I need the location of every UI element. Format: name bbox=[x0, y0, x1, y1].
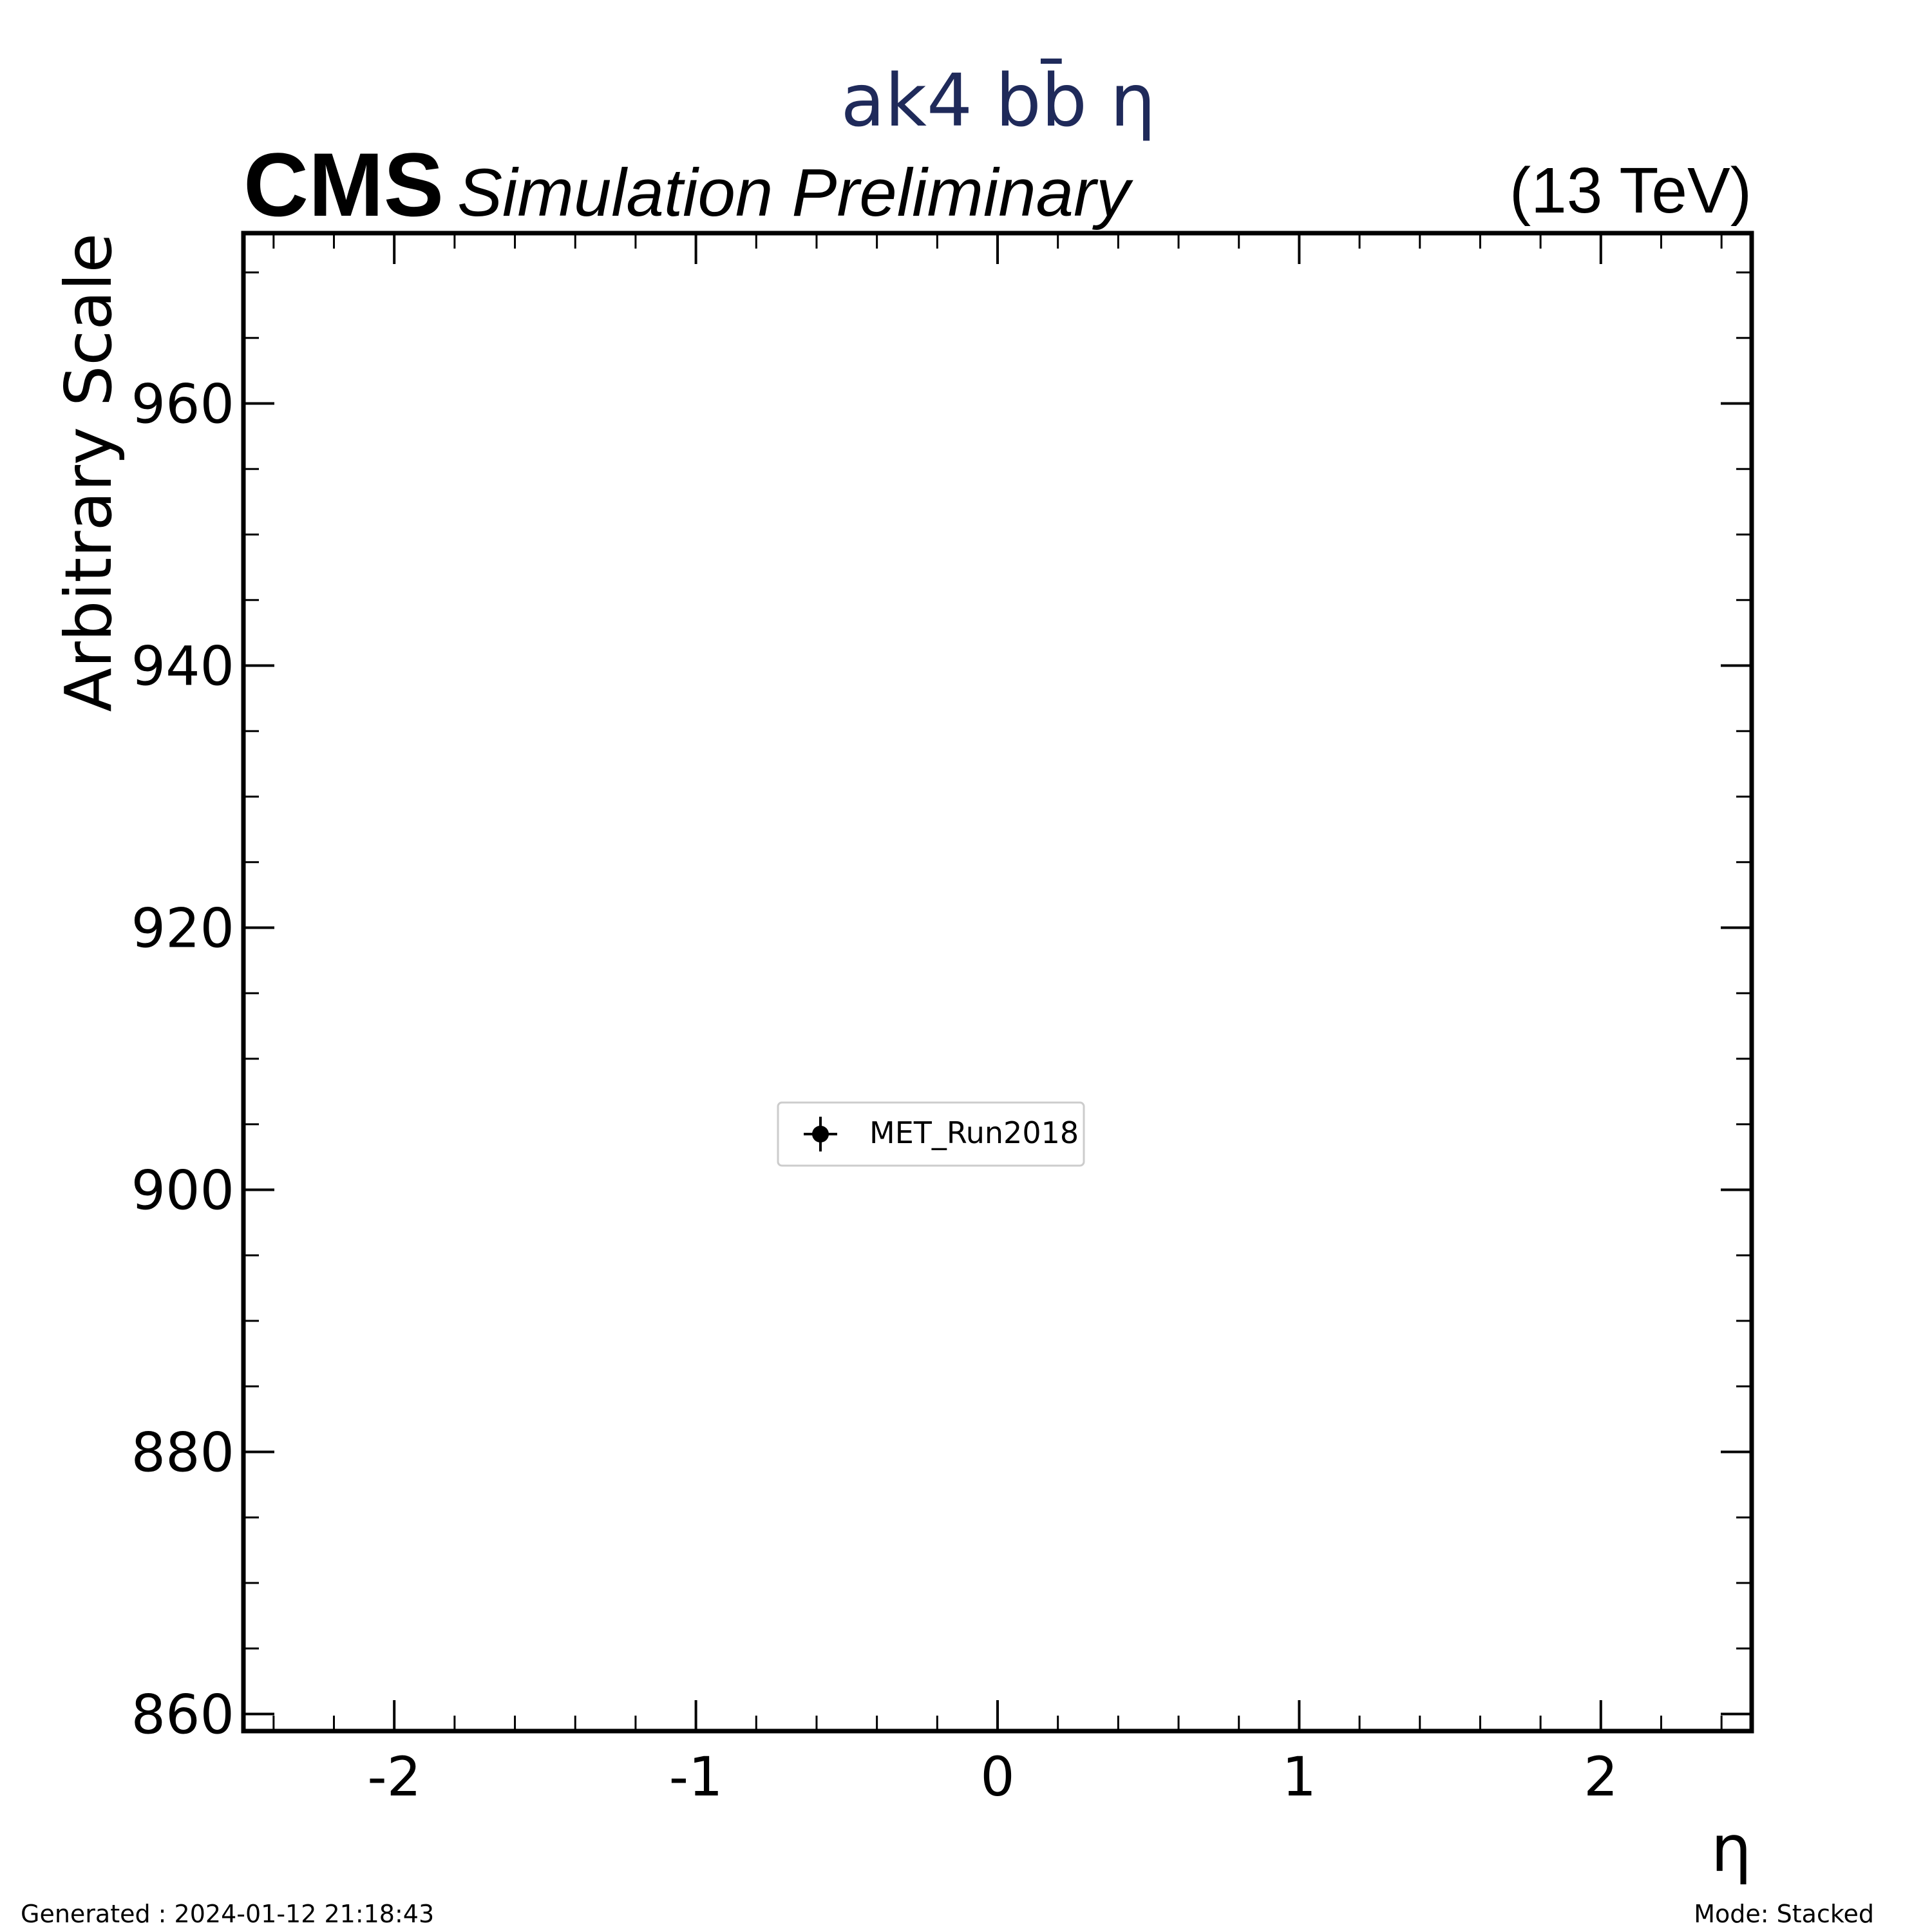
x-axis: -2 -1 0 1 2 bbox=[272, 233, 1723, 1808]
y-tick-label: 960 bbox=[131, 373, 234, 436]
plot-area bbox=[241, 231, 1754, 1734]
y-tick-label: 880 bbox=[131, 1421, 234, 1484]
experiment-label: CMS bbox=[243, 134, 444, 235]
legend-label: MET_Run2018 bbox=[869, 1115, 1079, 1150]
y-axis-label: Arbitrary Scale bbox=[51, 233, 126, 712]
chart-title: ak4 bb̄ η bbox=[840, 58, 1155, 143]
x-tick-label: -1 bbox=[669, 1745, 723, 1808]
status-label: Simulation Preliminary bbox=[457, 155, 1133, 231]
y-tick-label: 900 bbox=[131, 1159, 234, 1222]
legend-box bbox=[777, 1101, 1085, 1167]
y-tick-label: 920 bbox=[131, 897, 234, 960]
x-tick-label: 1 bbox=[1282, 1745, 1316, 1808]
x-tick-label: 0 bbox=[980, 1745, 1014, 1808]
x-axis-label: η bbox=[1711, 1811, 1752, 1886]
energy-label: (13 TeV) bbox=[1510, 155, 1752, 227]
legend-marker-icon bbox=[804, 1117, 837, 1151]
y-tick-label: 860 bbox=[131, 1683, 234, 1747]
y-tick-label: 940 bbox=[131, 635, 234, 698]
x-tick-label: 2 bbox=[1584, 1745, 1618, 1808]
legend: MET_Run2018 bbox=[777, 1101, 1085, 1167]
x-tick-label: -2 bbox=[367, 1745, 421, 1808]
mode-label: Mode: Stacked bbox=[1694, 1900, 1874, 1928]
y-axis: 860 880 900 920 940 960 bbox=[131, 271, 1752, 1747]
generated-timestamp: Generated : 2024-01-12 21:18:43 bbox=[21, 1900, 434, 1928]
